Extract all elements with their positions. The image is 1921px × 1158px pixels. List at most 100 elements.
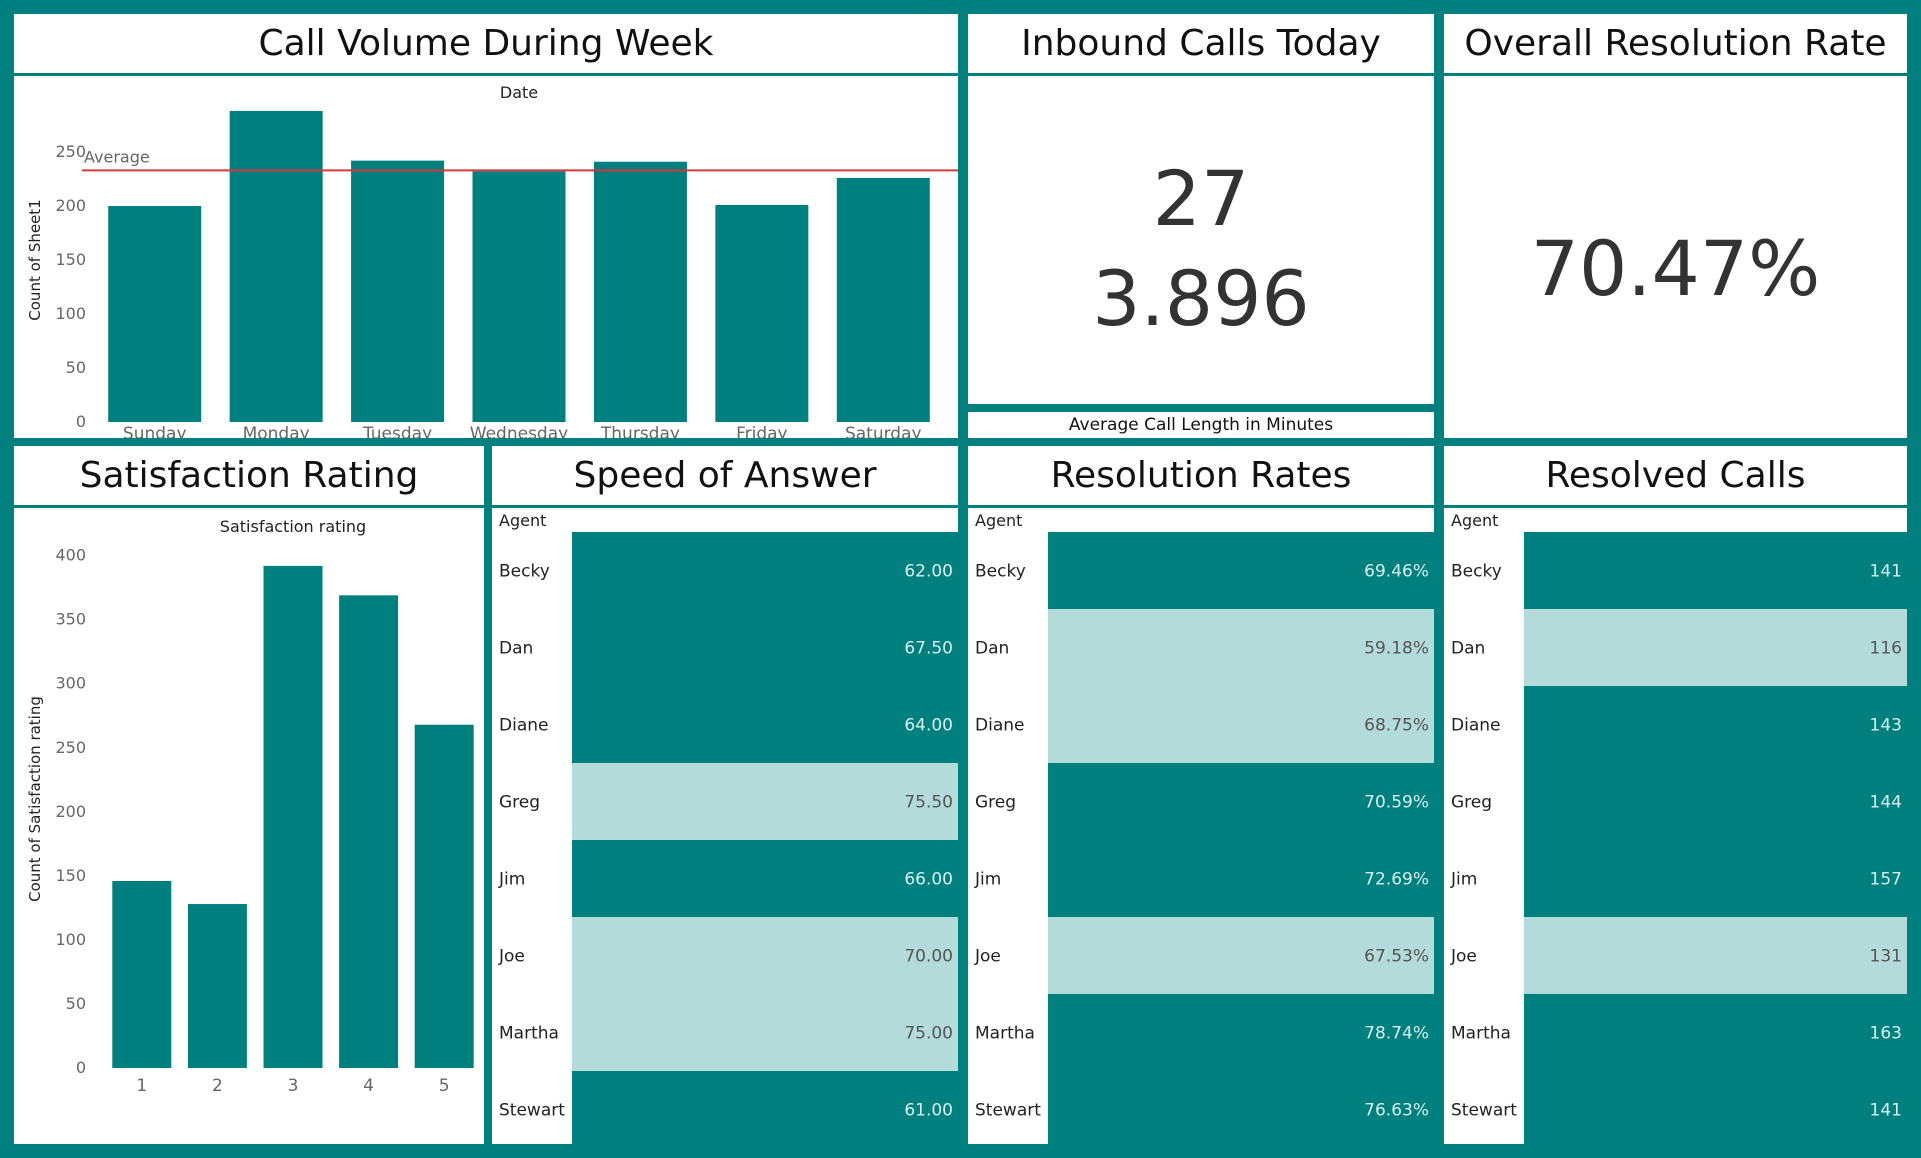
y-tick-label: 0 [76, 412, 86, 431]
agent-name-label: Becky [499, 562, 550, 582]
table-value-label: 61.00 [904, 1101, 953, 1121]
avg-call-length-value: 3.896 [1092, 254, 1310, 343]
overall-panel: Overall Resolution Rate 70.47% [1444, 14, 1907, 438]
agent-name-label: Martha [499, 1024, 559, 1044]
agent-name-label: Diane [975, 716, 1024, 736]
agent-name-label: Greg [499, 793, 540, 813]
overall-resolution-value: 70.47% [1530, 224, 1821, 313]
x-category-label: 2 [212, 1076, 223, 1096]
table-value-label: 59.18% [1364, 639, 1429, 659]
agent-name-label: Becky [1451, 562, 1502, 582]
table-value-label: 62.00 [904, 562, 953, 582]
chart-column-header: Date [500, 83, 538, 102]
table-value-label: 75.50 [904, 793, 953, 813]
x-category-label: Friday [736, 424, 788, 438]
satisfaction-chart: Satisfaction rating Count of Satisfaction… [26, 517, 474, 1096]
table-cell-fill [572, 917, 958, 994]
table-value-label: 144 [1870, 793, 1902, 813]
chart-column-header: Satisfaction rating [220, 517, 366, 536]
table-value-label: 72.69% [1364, 870, 1429, 890]
y-tick-label: 100 [55, 304, 86, 323]
bar-2 [187, 904, 247, 1068]
bar-saturday [836, 177, 930, 422]
agent-name-label: Jim [974, 870, 1001, 890]
agent-column-header: Agent [1451, 511, 1498, 530]
table-cell-fill [1048, 840, 1434, 917]
agent-name-label: Martha [1451, 1024, 1511, 1044]
agent-name-label: Joe [498, 947, 525, 967]
bar-1 [112, 880, 172, 1068]
table-value-label: 131 [1870, 947, 1902, 967]
bar-thursday [593, 161, 687, 422]
agent-column-header: Agent [975, 511, 1022, 530]
bar-monday [229, 110, 323, 423]
call-volume-panel: Call Volume During Week Date Count of She… [14, 14, 958, 438]
y-tick-label: 50 [66, 358, 86, 377]
table-cell-fill [1048, 917, 1434, 994]
y-tick-label: 300 [55, 674, 86, 693]
agent-name-label: Diane [499, 716, 548, 736]
bar-4 [339, 595, 399, 1068]
inbound-calls-value: 27 [1152, 154, 1250, 243]
table-cell-fill [1524, 763, 1907, 840]
overall-title: Overall Resolution Rate [1444, 14, 1907, 76]
y-tick-label: 100 [55, 930, 86, 949]
x-category-label: Saturday [845, 424, 922, 438]
agent-name-label: Greg [1451, 793, 1492, 813]
bar-friday [715, 204, 809, 422]
y-tick-label: 250 [55, 142, 86, 161]
y-tick-label: 150 [55, 866, 86, 885]
agent-name-label: Becky [975, 562, 1026, 582]
agent-name-label: Martha [975, 1024, 1035, 1044]
table-value-label: 68.75% [1364, 716, 1429, 736]
y-tick-label: 200 [55, 196, 86, 215]
table-cell-fill [572, 994, 958, 1071]
table-cell-fill [1524, 994, 1907, 1071]
table-cell-fill [572, 763, 958, 840]
y-axis-title: Count of Sheet1 [26, 199, 44, 320]
x-category-label: 4 [363, 1076, 374, 1096]
avg-call-length-caption: Average Call Length in Minutes [968, 412, 1434, 438]
bar-wednesday [472, 171, 566, 422]
agent-name-label: Dan [499, 639, 533, 659]
agent-name-label: Dan [975, 639, 1009, 659]
table-value-label: 157 [1870, 870, 1902, 890]
table-value-label: 141 [1870, 562, 1902, 582]
resolved-calls-panel: Resolved Calls Agent Becky 141 Dan 116 Diane 1… [1444, 446, 1907, 1144]
resolved-calls-table: Agent Becky 141 Dan 116 Diane 143 Greg 144 Jim 157… [1450, 511, 1907, 1144]
x-category-label: 5 [439, 1076, 450, 1096]
y-tick-label: 0 [76, 1058, 86, 1077]
table-value-label: 64.00 [904, 716, 953, 736]
x-category-label: 1 [136, 1076, 147, 1096]
y-tick-label: 150 [55, 250, 86, 269]
y-tick-label: 50 [66, 994, 86, 1013]
agent-name-label: Jim [498, 870, 525, 890]
resolved-calls-title: Resolved Calls [1444, 446, 1907, 508]
bar-sunday [108, 206, 202, 422]
agent-name-label: Diane [1451, 716, 1500, 736]
table-cell-fill [1524, 686, 1907, 763]
x-category-label: Tuesday [362, 424, 432, 438]
table-cell-fill [572, 609, 958, 686]
table-value-label: 70.59% [1364, 793, 1429, 813]
x-category-label: Sunday [123, 424, 187, 438]
y-tick-label: 350 [55, 610, 86, 629]
agent-name-label: Stewart [1451, 1101, 1517, 1121]
table-cell-fill [572, 1071, 958, 1144]
agent-name-label: Stewart [975, 1101, 1041, 1121]
table-value-label: 78.74% [1364, 1024, 1429, 1044]
bar-tuesday [351, 160, 445, 422]
bar-5 [414, 724, 474, 1068]
table-value-label: 67.53% [1364, 947, 1429, 967]
table-cell-fill [1524, 917, 1907, 994]
x-category-label: Wednesday [470, 424, 568, 438]
table-cell-fill [1048, 532, 1434, 609]
table-cell-fill [1524, 609, 1907, 686]
agent-name-label: Joe [1450, 947, 1477, 967]
table-cell-fill [1048, 686, 1434, 763]
y-tick-label: 200 [55, 802, 86, 821]
y-tick-label: 400 [55, 546, 86, 565]
bar-3 [263, 565, 323, 1068]
x-category-label: 3 [288, 1076, 299, 1096]
satisfaction-title: Satisfaction Rating [14, 446, 484, 508]
